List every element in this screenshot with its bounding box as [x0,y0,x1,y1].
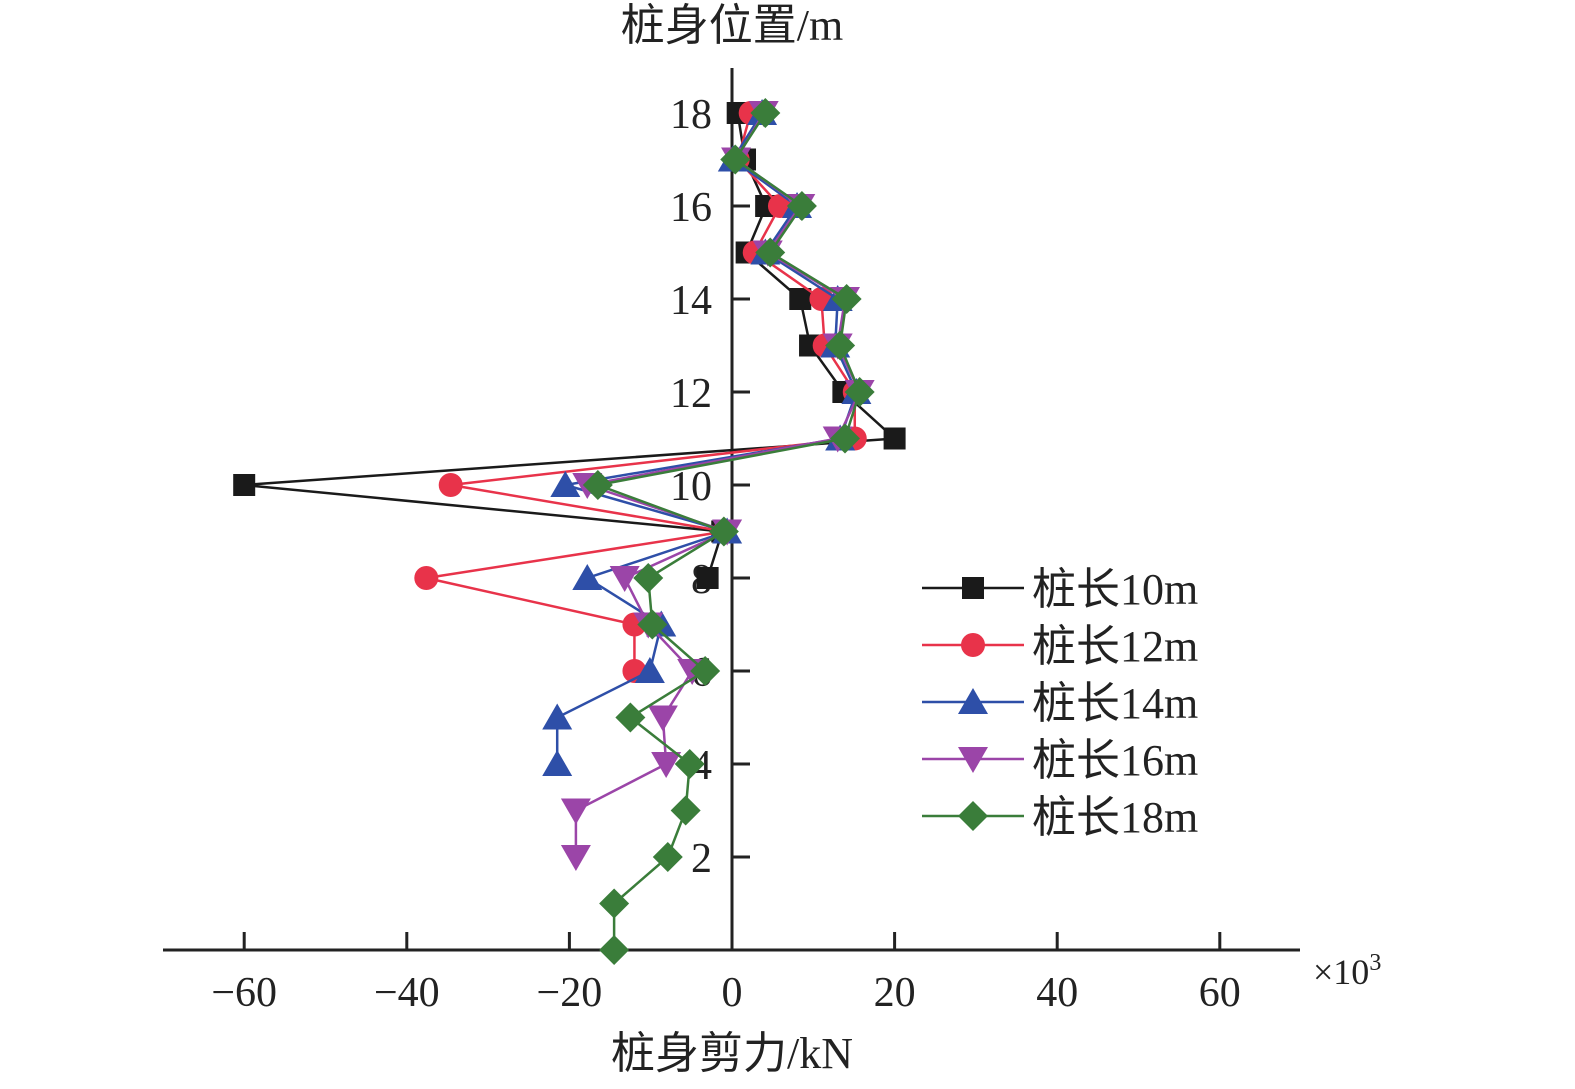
legend-marker [958,688,988,714]
legend-item: 桩长10m [922,565,1198,614]
data-point [830,423,861,454]
series-line [244,112,898,579]
data-point [708,516,739,547]
data-point [750,98,781,128]
y-tick-label: 10 [670,464,712,510]
y-tick-label: 16 [670,185,712,231]
data-point [438,473,463,497]
data-point [414,566,439,590]
data-point [786,191,817,221]
x-tick-label: 20 [874,970,916,1016]
legend-label: 桩长16m [1032,736,1198,785]
legend-label: 桩长10m [1032,565,1198,614]
data-point [647,705,678,732]
legend-marker [961,633,985,657]
data-point [883,427,906,450]
data-point [825,330,856,361]
plot-area [233,98,906,965]
data-point [542,703,573,730]
data-point [599,935,630,965]
y-tick-label: 2 [691,836,712,882]
data-point [652,842,683,872]
legend: 桩长10m 桩长12m 桩长14m 桩长16m 桩长18m [922,565,1198,842]
legend-marker [958,747,988,773]
legend-label: 桩长14m [1032,679,1198,728]
legend-item: 桩长18m [922,793,1198,842]
data-point [670,795,701,826]
data-point [582,470,613,500]
legend-label: 桩长12m [1032,622,1198,671]
x-axis-title: 桩身剪力/kN [611,1029,853,1078]
x-tick-label: −60 [211,970,277,1016]
legend-item: 桩长16m [922,736,1198,785]
data-point [560,845,591,871]
x-tick-label: 40 [1036,970,1078,1016]
data-point [844,377,875,407]
data-point [572,564,603,590]
legend-marker [958,801,988,831]
x-tick-label: 60 [1199,970,1241,1016]
x-tick-label: −20 [537,970,603,1016]
data-point [609,566,640,592]
series-line [574,112,862,857]
data-point [550,471,581,497]
data-point [674,749,705,779]
data-point [831,284,862,314]
data-point [560,798,591,825]
data-point [233,474,256,496]
data-point [789,288,812,310]
y-axis-title: 桩身位置/m [621,1,843,50]
y-tick-label: 12 [670,371,712,417]
data-point [542,750,573,776]
legend-item: 桩长14m [922,679,1198,728]
legend-item: 桩长12m [922,622,1198,671]
x-multiplier: ×103 [1313,950,1381,992]
series-1 [233,102,906,589]
data-point [633,563,664,593]
legend-marker [962,577,984,599]
data-point [696,567,719,589]
data-point [615,702,646,733]
x-tick-label: −40 [374,970,440,1016]
series-5 [582,98,875,965]
data-point [755,237,786,268]
data-point [690,656,721,686]
data-point [599,888,630,919]
data-point [637,609,668,640]
y-tick-label: 18 [670,92,712,138]
data-point [634,657,665,683]
series-2 [414,101,867,683]
x-tick-label: 0 [722,970,743,1016]
y-tick-label: 14 [670,278,712,324]
legend-label: 桩长18m [1032,793,1198,842]
data-point [651,752,682,778]
data-point [720,144,751,175]
